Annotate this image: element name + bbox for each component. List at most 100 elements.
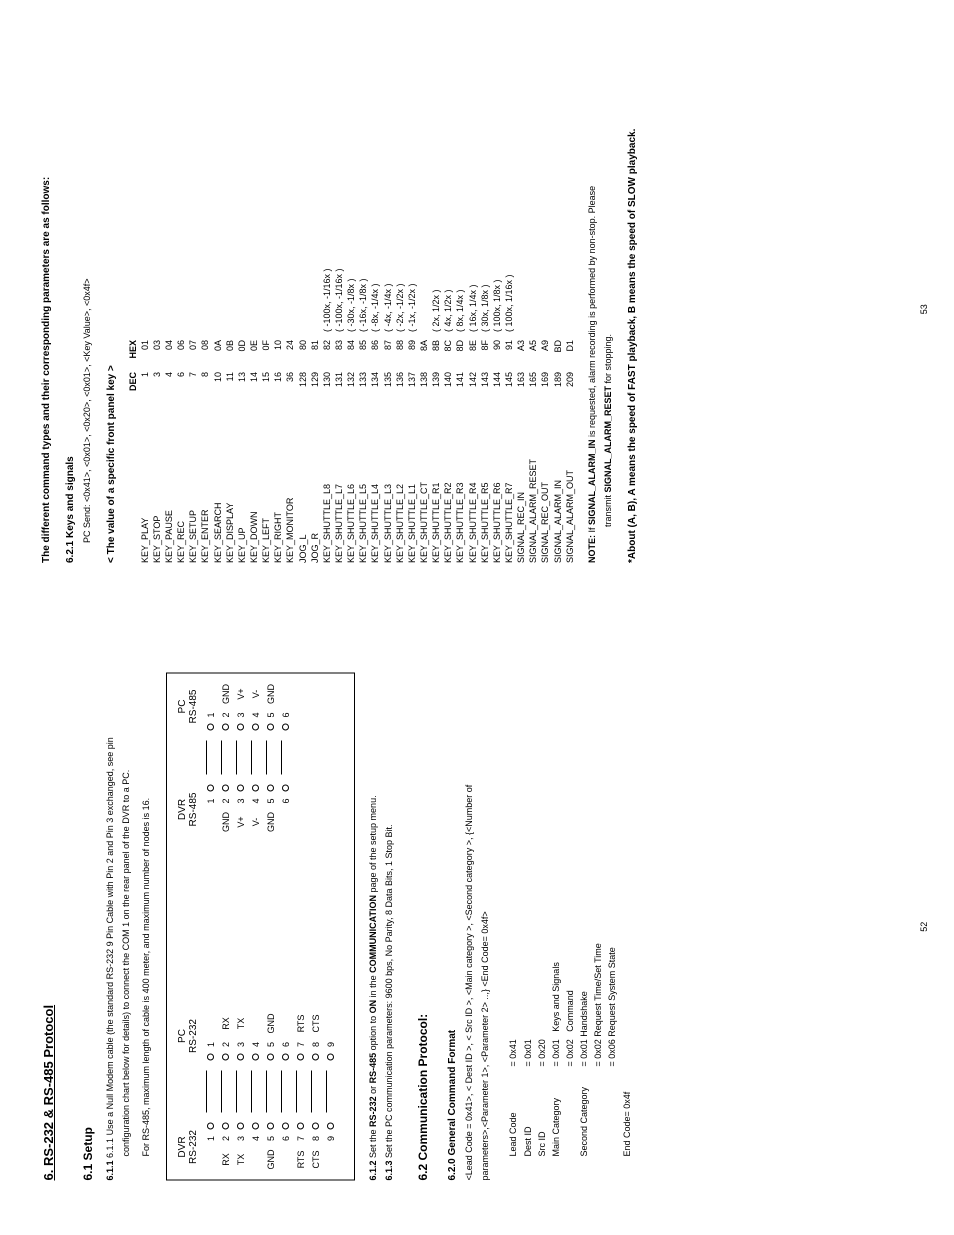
p-611a-text: 6.1.1 Use a Null Modem cable (the standa… xyxy=(105,737,115,1158)
pin-row: 1 xyxy=(203,785,218,834)
table-row: KEY_PLAY101 xyxy=(139,55,151,563)
page-num-left: 52 xyxy=(912,673,930,1181)
def-row: End Code= 0x4f xyxy=(621,673,633,1157)
wire-row xyxy=(259,1070,274,1112)
pin-row: RTS7 xyxy=(293,1122,308,1171)
table-row: KEY_SHUTTLE_L113789( -1x, -1/2x ) xyxy=(406,55,418,563)
table-row: KEY_SHUTTLE_L213688( -2x, -1/2x ) xyxy=(394,55,406,563)
pin-row: 2GND xyxy=(218,682,233,731)
pin-row: 6 xyxy=(278,1122,293,1171)
pc-rs232: PCRS-232 12RX3TX45GND67RTS8CTS9 xyxy=(177,1011,338,1060)
dvr-rs232-title: DVRRS-232 xyxy=(177,1130,199,1164)
page-num-right: 53 xyxy=(912,55,930,563)
note-ab: *About (A, B), A means the speed of FAST… xyxy=(626,55,640,563)
table-row: KEY_SHUTTLE_L513385( -16x, -1/8x ) xyxy=(357,55,369,563)
group-rs232: DVRRS-232 1RX2TX34GND56RTS7CTS89 PCRS-23… xyxy=(177,1011,338,1171)
dvr-rs485: DVRRS-485 1GND2V+3V-4GND56 xyxy=(177,785,293,834)
wire-row xyxy=(214,741,229,775)
wire-row xyxy=(274,741,289,775)
pin-row: 2RX xyxy=(218,1011,233,1060)
section-620-title: 6.2.0 General Command Format xyxy=(446,673,460,1181)
pages-row: 6. RS-232 & RS-485 Protocol 6.1 Setup 6.… xyxy=(0,0,954,1235)
table-row: KEY_MONITOR3624 xyxy=(284,55,296,563)
table-row: KEY_SHUTTLE_L313587( -4x, -1/4x ) xyxy=(382,55,394,563)
pin-row: GND5 xyxy=(263,785,278,834)
table-row: SIGNAL_ALARM_RESET165A5 xyxy=(527,55,539,563)
key-table-header: DEC HEX xyxy=(127,55,139,563)
pin-row: V+3 xyxy=(233,785,248,834)
rs232-wires xyxy=(199,1070,334,1112)
pin-row: 4V- xyxy=(248,682,263,731)
pc-rs485-title: PCRS-485 xyxy=(177,689,199,723)
table-row: JOG_L12880 xyxy=(297,55,309,563)
section-62-title: 6.2 Communication Protocol: xyxy=(415,673,431,1181)
wire-row xyxy=(214,1070,229,1112)
def-row: Lead Code= 0x41 xyxy=(507,673,519,1157)
p-620b: parameters>,<Parameter 1>, <Parameter 2>… xyxy=(479,673,491,1181)
table-row: KEY_SHUTTLE_R31418D( 8x, 1/4x ) xyxy=(454,55,466,563)
dvr-rs485-pins: 1GND2V+3V-4GND56 xyxy=(203,785,293,834)
p-613: 6.1.3 Set the PC communication parameter… xyxy=(383,673,395,1181)
key-table: DEC HEX KEY_PLAY101KEY_STOP303KEY_PAUSE4… xyxy=(127,55,576,563)
def-row: Src ID= 0x20 xyxy=(536,673,548,1157)
pin-row: 6 xyxy=(278,785,293,834)
p-611c: For RS-485, maximum length of cable is 4… xyxy=(140,673,152,1181)
note-line-2: transmit SIGNAL_ALARM_RESET for stopping… xyxy=(602,55,614,563)
section-6-title: 6. RS-232 & RS-485 Protocol xyxy=(40,673,58,1181)
protocol-defs: Lead Code= 0x41Dest ID= 0x01Src ID= 0x20… xyxy=(505,673,634,1157)
pin-row: 9 xyxy=(323,1122,338,1171)
p-620a: <Lead Code = 0x41>, < Dest ID >, < Src I… xyxy=(463,673,475,1181)
table-row: SIGNAL_ALARM_IN189BD xyxy=(552,55,564,563)
table-row: KEY_SHUTTLE_CT1388A xyxy=(418,55,430,563)
table-row: KEY_SHUTTLE_R614490( 100x, 1/8x ) xyxy=(491,55,503,563)
def-row: Main Category= 0x01 Keys and Signals xyxy=(550,673,562,1157)
pc-send: PC Send: <0x41>, <0x01>, <0x20>, <0x01>,… xyxy=(81,55,93,563)
table-row: KEY_SHUTTLE_L613284( -30x, -1/8x ) xyxy=(345,55,357,563)
pc-rs485-pins: 12GND3V+4V-5GND6 xyxy=(203,682,293,731)
pin-row: CTS8 xyxy=(308,1122,323,1171)
wire-row xyxy=(199,1070,214,1112)
wire-row xyxy=(199,741,214,775)
page-right: The different command types and their co… xyxy=(0,0,954,618)
wire-row xyxy=(229,741,244,775)
pin-row: TX3 xyxy=(233,1122,248,1171)
def-row: = 0x06 Request System State xyxy=(606,673,618,1157)
pin-row: GND2 xyxy=(218,785,233,834)
table-row: KEY_STOP303 xyxy=(151,55,163,563)
pin-row: 3V+ xyxy=(233,682,248,731)
wire-row xyxy=(229,1070,244,1112)
table-row: KEY_SHUTTLE_L813082( -100x, -1/16x ) xyxy=(321,55,333,563)
pin-row: V-4 xyxy=(248,785,263,834)
dvr-rs232-pins: 1RX2TX34GND56RTS7CTS89 xyxy=(203,1122,338,1171)
group-rs485: DVRRS-485 1GND2V+3V-4GND56 PCRS-485 12GN… xyxy=(177,682,338,834)
pin-row: 5GND xyxy=(263,1011,278,1060)
wire-row xyxy=(319,1070,334,1112)
p-611a: 6.1.1 6.1.1 Use a Null Modem cable (the … xyxy=(104,673,116,1181)
p-612: 6.1.2 Set the RS-232 or RS-485 option to… xyxy=(367,673,379,1181)
table-row: KEY_ENTER808 xyxy=(199,55,211,563)
section-61-title: 6.1 Setup xyxy=(80,673,96,1181)
pin-row: 6 xyxy=(278,1011,293,1060)
wire-row xyxy=(244,1070,259,1112)
pin-row: 4 xyxy=(248,1122,263,1171)
def-row: = 0x02 Request Time/Set Time xyxy=(592,673,604,1157)
pin-row: 5GND xyxy=(263,682,278,731)
dvr-rs232: DVRRS-232 1RX2TX34GND56RTS7CTS89 xyxy=(177,1122,338,1171)
pin-row: 3TX xyxy=(233,1011,248,1060)
def-row: Dest ID= 0x01 xyxy=(522,673,534,1157)
right-intro: The different command types and their co… xyxy=(40,55,54,563)
table-row: KEY_DOWN140E xyxy=(248,55,260,563)
p-611b: configuration chart below for details) t… xyxy=(120,673,132,1181)
pin-row: 1 xyxy=(203,1122,218,1171)
table-row: KEY_SHUTTLE_R21408C( 4x, 1/2x ) xyxy=(442,55,454,563)
key-table-body: KEY_PLAY101KEY_STOP303KEY_PAUSE404KEY_RE… xyxy=(139,55,576,563)
pc-rs232-title: PCRS-232 xyxy=(177,1019,199,1053)
table-row: KEY_RIGHT1610 xyxy=(272,55,284,563)
pin-row: 7RTS xyxy=(293,1011,308,1060)
hdr-hex: HEX xyxy=(127,340,139,372)
pin-row: 6 xyxy=(278,682,293,731)
wire-row xyxy=(259,741,274,775)
table-row: SIGNAL_REC_OUT169A9 xyxy=(539,55,551,563)
table-row: KEY_REC606 xyxy=(175,55,187,563)
wire-row xyxy=(289,1070,304,1112)
